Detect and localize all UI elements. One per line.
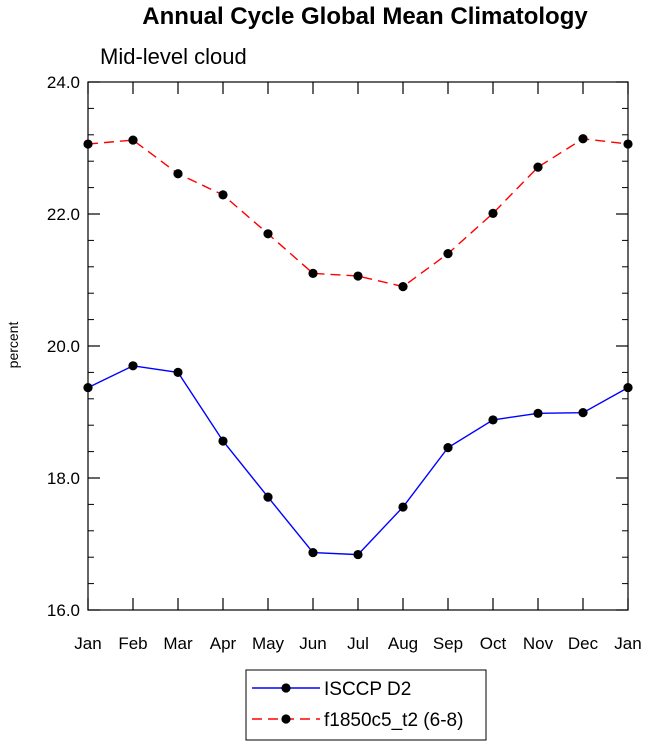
legend-label: ISCCP D2 xyxy=(324,679,411,700)
data-point xyxy=(83,139,93,149)
y-tick-label: 18.0 xyxy=(47,469,80,488)
legend-box xyxy=(245,669,487,741)
y-tick-labels: 16.0 18.0 20.0 22.0 24.0 xyxy=(47,73,80,620)
x-tick-label: Jun xyxy=(299,634,326,653)
data-point xyxy=(443,249,453,259)
y-tick-label: 16.0 xyxy=(47,601,80,620)
x-tick-label: Jan xyxy=(614,634,641,653)
legend-marker xyxy=(281,683,291,693)
data-point xyxy=(398,282,408,292)
x-tick-label: Jul xyxy=(347,634,369,653)
x-tick-label: Mar xyxy=(163,634,193,653)
data-point xyxy=(83,382,93,393)
series-0 xyxy=(83,361,633,560)
data-point xyxy=(398,502,408,512)
data-point xyxy=(623,382,633,393)
data-point xyxy=(488,415,498,425)
x-tick-label: Jan xyxy=(74,634,101,653)
data-point xyxy=(353,549,363,560)
y-tick-label: 24.0 xyxy=(47,73,80,92)
series-1 xyxy=(83,134,633,292)
legend-marker xyxy=(281,714,291,724)
data-point xyxy=(623,139,633,149)
major-ticks xyxy=(87,81,629,611)
data-point xyxy=(308,547,318,558)
chart-subtitle: Mid-level cloud xyxy=(100,44,247,69)
x-tick-label: Sep xyxy=(433,634,463,653)
series-line xyxy=(87,365,629,556)
data-point xyxy=(263,229,273,239)
data-point xyxy=(263,492,273,502)
data-point xyxy=(533,408,543,418)
y-axis-label: percent xyxy=(5,322,21,369)
data-point xyxy=(443,443,453,453)
data-point xyxy=(578,134,588,144)
x-tick-label: Nov xyxy=(523,634,554,653)
data-point xyxy=(173,367,183,377)
data-point xyxy=(488,208,498,218)
data-point xyxy=(308,268,318,278)
series-line xyxy=(87,138,629,288)
data-point xyxy=(128,135,138,145)
data-point xyxy=(533,162,543,172)
data-point xyxy=(128,361,138,371)
data-point xyxy=(218,190,228,200)
series-group xyxy=(83,134,633,560)
x-tick-label: Apr xyxy=(210,634,237,653)
data-point xyxy=(173,169,183,179)
legend-label: f1850c5_t2 (6-8) xyxy=(324,710,463,731)
x-tick-label: Dec xyxy=(568,634,599,653)
x-tick-label: Feb xyxy=(118,634,147,653)
x-tick-label: May xyxy=(252,634,285,653)
data-point xyxy=(353,271,363,281)
y-tick-label: 20.0 xyxy=(47,337,80,356)
chart-title: Annual Cycle Global Mean Climatology xyxy=(142,3,588,30)
y-tick-label: 22.0 xyxy=(47,205,80,224)
data-point xyxy=(218,436,228,446)
x-tick-label: Oct xyxy=(480,634,507,653)
x-tick-labels: Jan Feb Mar Apr May Jun Jul Aug Sep Oct Nov Dec Jan xyxy=(74,634,641,653)
x-tick-label: Aug xyxy=(388,634,418,653)
data-point xyxy=(578,408,588,418)
legend: ISCCP D2 f1850c5_t2 (6-8) xyxy=(245,669,487,741)
